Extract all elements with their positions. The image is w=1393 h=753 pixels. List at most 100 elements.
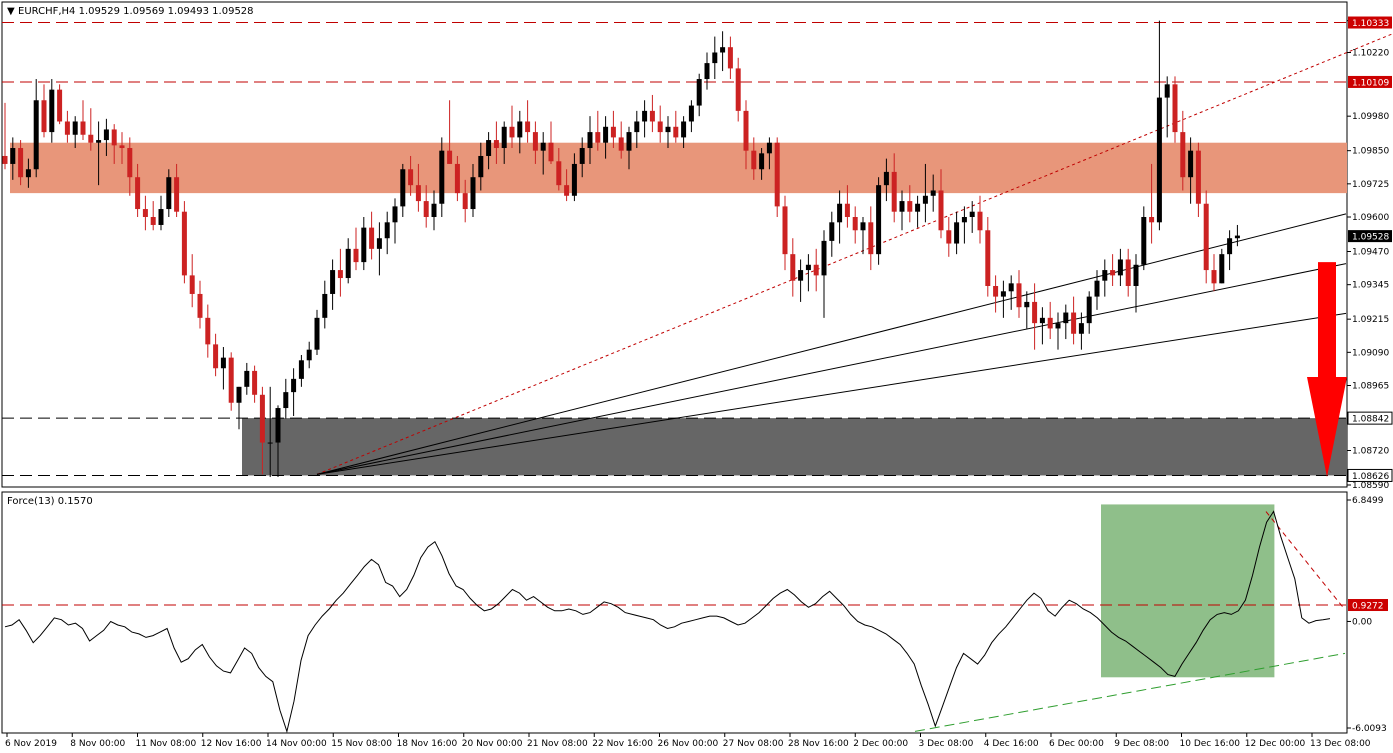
x-tick-label: 28 Nov 16:00: [788, 739, 849, 749]
candle-body: [720, 47, 726, 53]
candle-body: [852, 217, 858, 231]
candle-body: [954, 222, 960, 244]
candle-body: [244, 370, 250, 387]
candle-body: [103, 129, 109, 141]
level-tag-0: [1348, 16, 1392, 29]
symbol-header-marker[interactable]: ▼: [7, 6, 15, 17]
candle-body: [915, 203, 921, 212]
candle-body: [579, 148, 585, 164]
candle-body: [907, 201, 913, 212]
candle-body: [1180, 132, 1186, 178]
indicator-layer: [2, 504, 1347, 734]
x-tick-label: 21 Nov 08:00: [527, 739, 588, 749]
indicator-header: Force(13) 0.1570: [7, 496, 93, 507]
y-tick-label: 1.08720: [1352, 447, 1389, 457]
candle-body: [649, 110, 655, 122]
candle-body: [548, 142, 554, 162]
candle-body: [181, 211, 187, 276]
candle-body: [805, 264, 811, 271]
candle-body: [369, 227, 375, 249]
candle-body: [252, 370, 258, 395]
candle-body: [860, 222, 866, 231]
x-tick-label: 22 Nov 16:00: [592, 739, 653, 749]
candle-body: [821, 240, 827, 276]
candle-body: [1219, 254, 1225, 284]
candle-body: [10, 148, 16, 164]
candle-body: [275, 408, 281, 443]
candle-body: [587, 132, 593, 149]
candle-body: [1227, 238, 1233, 255]
level-tag-label-3: 1.08626: [1352, 472, 1389, 482]
x-tick-label: 6 Dec 00:00: [1049, 739, 1104, 749]
candle-body: [1211, 270, 1217, 284]
candle-body: [1149, 217, 1155, 223]
y-tick-label: 1.09215: [1352, 315, 1389, 325]
candle-body: [259, 394, 265, 443]
candle-body: [25, 169, 31, 178]
candle-body: [306, 349, 312, 361]
candle-body: [1110, 270, 1116, 276]
indicator-y-tick-label: 6.8499: [1352, 496, 1384, 506]
candle-body: [790, 254, 796, 281]
candle-body: [64, 121, 70, 135]
candle-body: [899, 201, 905, 212]
candle-body: [189, 275, 195, 294]
candle-body: [213, 344, 219, 369]
y-tick-label: 1.09090: [1352, 348, 1389, 358]
candle-body: [88, 134, 94, 143]
level-tag-label-2: 1.08842: [1352, 415, 1389, 425]
candle-body: [220, 357, 226, 369]
candle-body: [517, 121, 523, 138]
indicator-y-tick-label: -6.0093: [1352, 724, 1387, 734]
candle-body: [1071, 312, 1077, 334]
candle-body: [782, 206, 788, 255]
y-tick-label: 1.08590: [1352, 481, 1389, 491]
candle-body: [291, 378, 297, 393]
candle-body: [985, 230, 991, 286]
level-tag-label-1: 1.10109: [1352, 78, 1389, 88]
x-tick-label: 2 Dec 00:00: [853, 739, 908, 749]
indicator-level-tag: [1348, 599, 1388, 612]
candle-body: [977, 211, 983, 231]
levels-layer: [2, 22, 1347, 476]
candle-body: [1172, 84, 1178, 133]
candle-body: [1195, 150, 1201, 204]
candle-body: [415, 185, 421, 202]
x-tick-label: 4 Dec 16:00: [984, 739, 1039, 749]
candle-body: [228, 357, 234, 403]
candle-body: [509, 126, 515, 138]
candle-body: [49, 89, 55, 133]
x-tick-label: 10 Dec 16:00: [1180, 739, 1241, 749]
candle-body: [766, 142, 772, 154]
candle-body: [556, 161, 562, 186]
candle-body: [727, 47, 733, 69]
candle-body: [353, 248, 359, 263]
candle-body: [673, 126, 679, 138]
indicator-level-tag-label: 0.9272: [1352, 602, 1384, 612]
candle-body: [18, 148, 24, 178]
candle-body: [876, 185, 882, 255]
candle-body: [72, 121, 78, 135]
x-tick-label: 18 Nov 16:00: [397, 739, 458, 749]
candle-body: [743, 110, 749, 151]
arrow-layer: [1307, 262, 1347, 478]
candle-body: [595, 132, 601, 143]
y-tick-label: 1.09725: [1352, 180, 1389, 190]
candle-body: [657, 121, 663, 133]
zones-layer: [10, 142, 1347, 476]
current-price-label: 1.09528: [1352, 233, 1389, 243]
y-tick-label: 1.10220: [1352, 48, 1389, 58]
candle-body: [361, 227, 367, 263]
x-tick-label: 9 Dec 08:00: [1114, 739, 1169, 749]
candle-body: [1094, 280, 1100, 297]
candle-body: [642, 110, 648, 122]
candle-body: [1055, 323, 1061, 329]
level-tag-3: [1347, 468, 1393, 482]
candle-body: [454, 163, 460, 194]
current-price-tag: [1348, 230, 1392, 243]
candle-body: [158, 209, 164, 225]
candle-body: [922, 195, 928, 204]
candle-body: [447, 150, 453, 164]
price-panel: [1, 1, 1348, 488]
